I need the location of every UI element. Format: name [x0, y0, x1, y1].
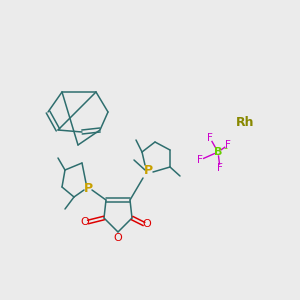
Text: F: F — [225, 140, 231, 150]
Text: Rh: Rh — [236, 116, 254, 128]
Text: P: P — [83, 182, 93, 194]
Text: O: O — [142, 219, 152, 229]
Text: O: O — [81, 217, 89, 227]
Text: F: F — [217, 163, 223, 173]
Text: F: F — [197, 155, 203, 165]
Text: B: B — [214, 147, 222, 157]
Text: P: P — [143, 164, 153, 176]
Text: -: - — [223, 143, 227, 153]
Text: F: F — [207, 133, 213, 143]
Text: O: O — [114, 233, 122, 243]
